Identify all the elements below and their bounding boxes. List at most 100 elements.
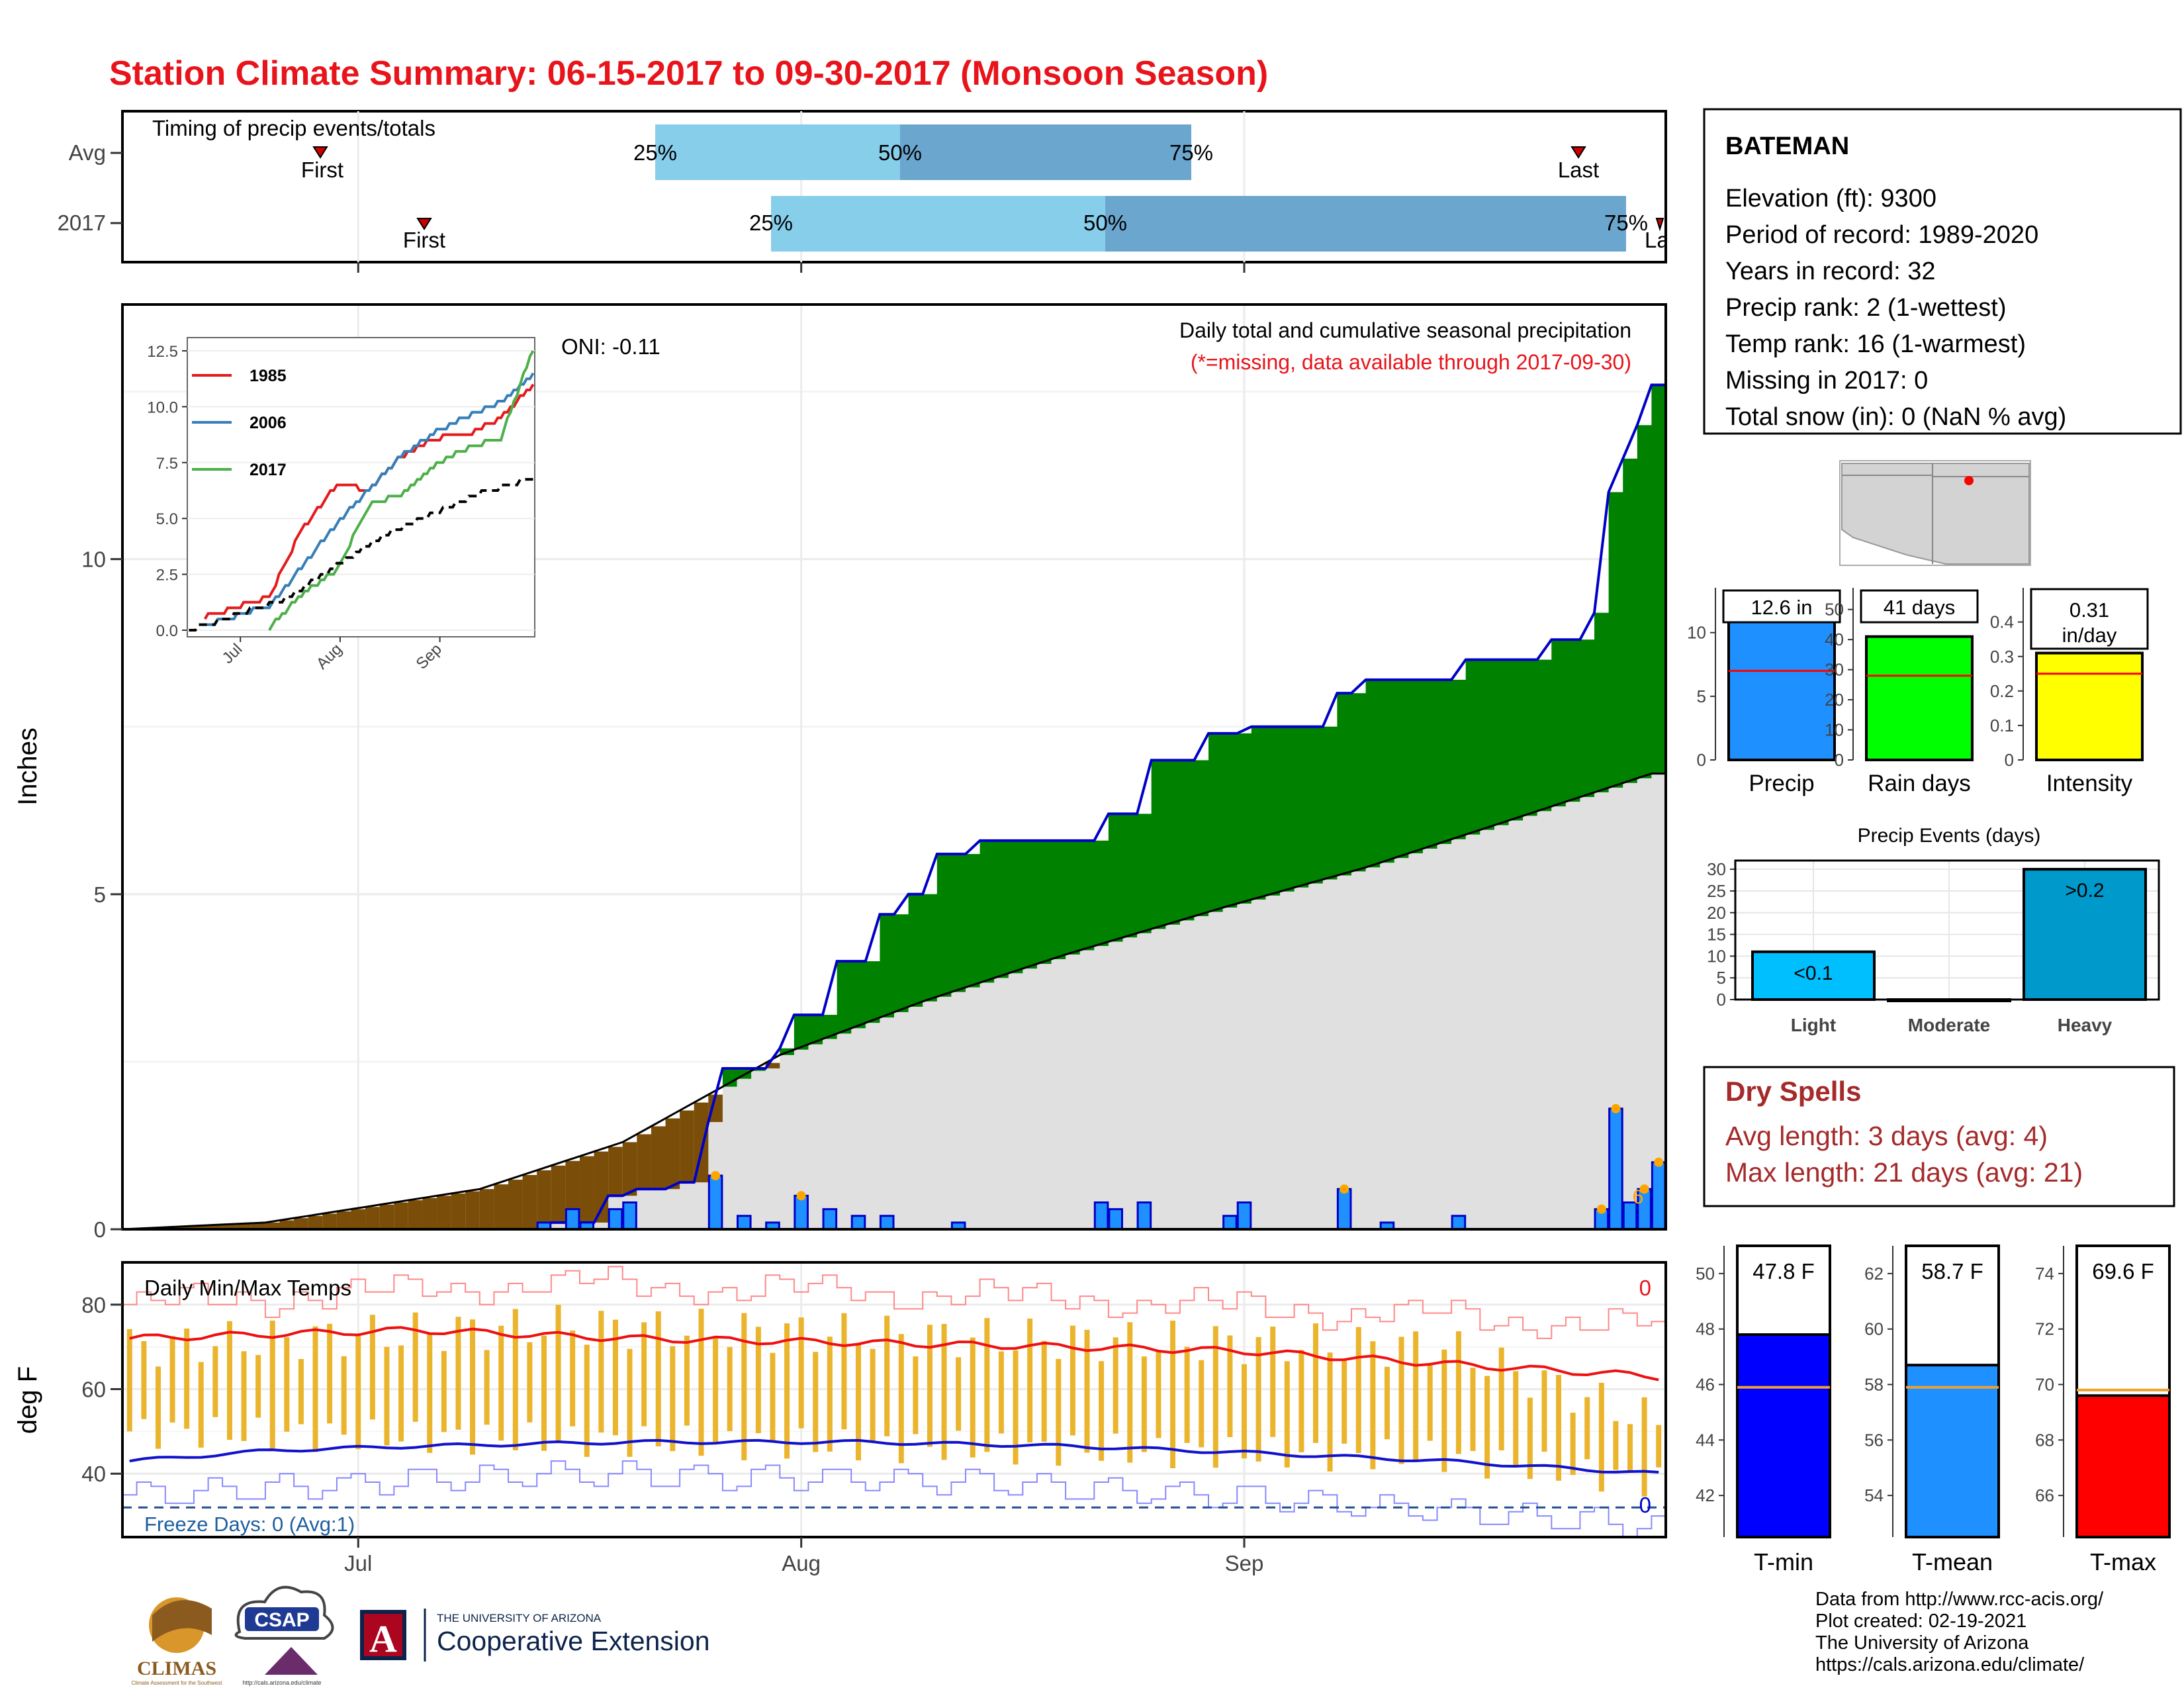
avg-cumulative-area <box>1151 929 1166 1229</box>
deficit-area <box>437 1196 452 1229</box>
deficit-area <box>522 1175 537 1229</box>
avg-cumulative-area <box>837 1033 852 1229</box>
daily-precip-bar <box>1451 1215 1467 1231</box>
mini-ytick-label: 50 <box>1825 600 1844 620</box>
daily-temp-range-bar <box>1099 1361 1105 1461</box>
ua-block-shape <box>360 1610 406 1660</box>
daily-temp-range-bar <box>512 1309 518 1450</box>
daily-temp-range-bar <box>341 1356 347 1435</box>
daily-temp-range-bar <box>470 1319 476 1455</box>
location-map <box>1839 460 2031 566</box>
avg-cumulative-area <box>1251 899 1267 1229</box>
surplus-area <box>823 1015 838 1039</box>
surplus-area <box>1251 726 1267 900</box>
daily-precip-bar <box>1136 1201 1152 1231</box>
mini-bar-name-0: Precip <box>1749 771 1814 796</box>
surplus-area <box>1036 840 1052 964</box>
daily-temp-range-bar <box>1255 1336 1261 1462</box>
daily-temp-range-bar <box>1242 1364 1248 1459</box>
daily-temp-range-bar <box>1141 1356 1147 1452</box>
surplus-area <box>1165 760 1181 925</box>
avg-quartile-25-50 <box>655 124 900 180</box>
daily-temp-range-bar <box>956 1357 962 1431</box>
surplus-area <box>994 840 1009 978</box>
daily-temp-range-bar <box>1641 1397 1647 1497</box>
avg-cumulative-area <box>1237 904 1252 1229</box>
avg-cumulative-area <box>1523 816 1538 1229</box>
events-ytick-label: 15 <box>1707 925 1726 945</box>
station-snow: Total snow (in): 0 (NaN % avg) <box>1725 403 2066 431</box>
credit-url: https://cals.arizona.edu/climate/ <box>1815 1654 2085 1675</box>
daily-temp-range-bar <box>1056 1358 1062 1466</box>
mini-ytick-label: 0.4 <box>1990 612 2014 632</box>
deficit-area <box>294 1218 309 1229</box>
climas-logo-subtext: Climate Assessment for the Southwest <box>132 1680 223 1686</box>
avg-cumulative-area <box>1380 863 1395 1229</box>
deficit-area <box>680 1110 695 1183</box>
climas-swoosh-shape <box>152 1600 212 1642</box>
credit-plot-created: Plot created: 02-19-2021 <box>1815 1611 2026 1632</box>
tbar-t-mean <box>1905 1364 2000 1538</box>
inset-ytick-label: 7.5 <box>156 455 178 473</box>
deficit-area <box>379 1204 394 1229</box>
climas-logo: CLIMAS Climate Assessment for the Southw… <box>132 1597 223 1686</box>
events-bar-label-heavy: >0.2 <box>2065 880 2104 902</box>
daily-temp-range-bar <box>1298 1350 1304 1452</box>
avg-cumulative-area <box>1079 950 1095 1229</box>
daily-precip-bar <box>822 1208 838 1231</box>
daily-precip-bar <box>736 1215 752 1231</box>
daily-temp-range-bar <box>1384 1366 1390 1440</box>
month-label-jul: Jul <box>344 1551 372 1575</box>
mini-ytick-label: 10 <box>1825 720 1844 740</box>
surplus-area <box>1294 726 1309 888</box>
deficit-area <box>494 1184 509 1229</box>
mini-bar-name-1: Rain days <box>1868 771 1971 796</box>
surplus-area <box>965 854 981 988</box>
inset-legend-label-1985: 1985 <box>250 367 287 385</box>
precip-subtitle: Daily total and cumulative seasonal prec… <box>1179 318 1631 342</box>
daily-temp-range-bar <box>398 1345 404 1442</box>
daily-temp-range-bar <box>684 1335 690 1426</box>
deficit-area <box>222 1224 238 1229</box>
surplus-area <box>1179 760 1195 921</box>
surplus-area <box>923 894 938 1002</box>
record-max-count: 0 <box>1639 1276 1651 1300</box>
avg-cumulative-area <box>1537 811 1552 1229</box>
deficit-area <box>422 1197 437 1229</box>
deficit-area <box>208 1225 223 1229</box>
ua-big-text: Cooperative Extension <box>437 1626 710 1656</box>
daily-temp-range-bar <box>1013 1350 1019 1465</box>
credit-data-source: Data from http://www.rcc-acis.org/ <box>1815 1589 2104 1610</box>
surplus-area <box>1537 659 1552 812</box>
avg-cumulative-area <box>951 992 966 1229</box>
surplus-area <box>908 894 923 1007</box>
avg-cumulative-area <box>1066 954 1081 1229</box>
surplus-area <box>865 961 881 1023</box>
extreme-precip-marker <box>1596 1204 1606 1214</box>
daily-temp-range-bar <box>484 1350 490 1425</box>
temp-panel: 40 60 80 deg F Daily Min/Max Temps 0 0 Fre… <box>13 1261 1667 1575</box>
avg-cumulative-area <box>1494 825 1510 1229</box>
surplus-area <box>722 1068 738 1087</box>
csap-logo: CSAP http://cals.arizona.edu/climate <box>234 1585 334 1686</box>
deficit-area <box>465 1191 480 1229</box>
events-bar-label-light: <0.1 <box>1794 962 1833 984</box>
daily-temp-range-bar <box>1427 1365 1433 1441</box>
surplus-area <box>1408 679 1424 854</box>
temp-y-axis: 40 60 80 <box>81 1293 122 1486</box>
daily-temp-range-bar <box>1027 1318 1033 1443</box>
daily-temp-range-bar <box>1370 1341 1376 1470</box>
mini-ytick-label: 0.3 <box>1990 647 2014 667</box>
surplus-area <box>1465 659 1480 835</box>
daily-temp-range-bar <box>241 1351 247 1441</box>
tbar-value-t-max: 69.6 F <box>2092 1259 2154 1284</box>
avg-cumulative-area <box>1265 895 1281 1229</box>
deficit-area <box>765 1062 780 1069</box>
daily-temp-range-bar <box>1227 1335 1233 1437</box>
extreme-precip-marker <box>1639 1184 1649 1194</box>
daily-temp-range-bar <box>1199 1360 1205 1448</box>
daily-temp-range-bar <box>126 1329 132 1432</box>
avg-p75: 75% <box>1169 140 1213 165</box>
daily-temp-range-bar <box>441 1350 447 1432</box>
events-category-light: Light <box>1791 1015 1836 1035</box>
